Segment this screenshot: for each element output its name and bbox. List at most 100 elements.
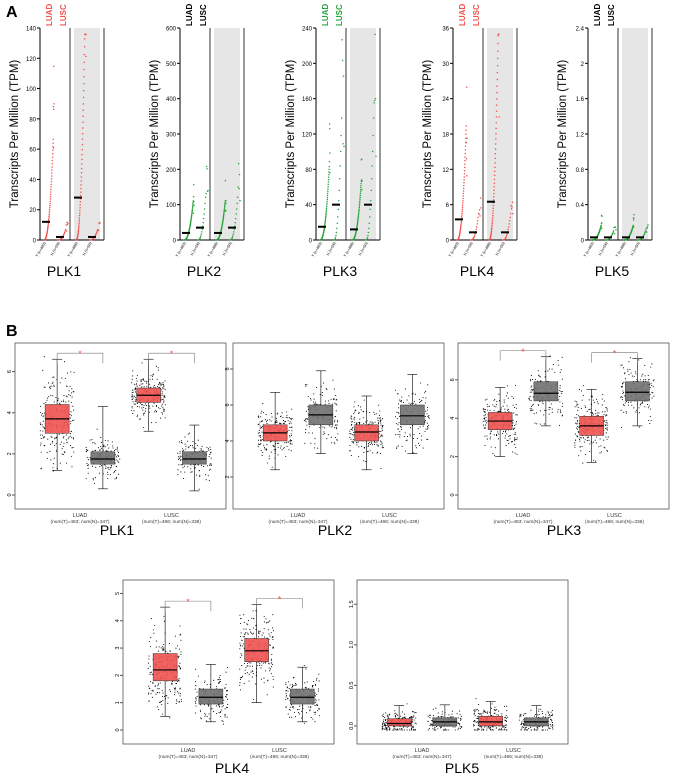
data-point: [159, 386, 161, 388]
data-point: [249, 629, 251, 631]
tpm-point: [49, 200, 51, 202]
data-point: [299, 705, 301, 707]
tpm-point: [50, 183, 52, 186]
tpm-point: [326, 196, 329, 199]
data-point: [412, 393, 414, 395]
data-point: [180, 459, 182, 461]
data-point: [335, 424, 337, 426]
data-point: [141, 362, 143, 364]
data-point: [577, 436, 579, 438]
data-point: [447, 729, 449, 731]
data-point: [208, 479, 210, 481]
data-point: [271, 654, 273, 656]
tpm-point: [361, 180, 363, 182]
data-point: [218, 679, 220, 681]
data-point: [418, 444, 421, 446]
data-point: [91, 465, 94, 467]
data-point: [287, 690, 289, 692]
data-point: [259, 421, 261, 423]
tpm-point: [191, 209, 194, 212]
y-tick-label: 2: [7, 452, 13, 455]
data-point: [273, 449, 275, 451]
data-point: [109, 467, 112, 469]
y-tick-label: 100: [166, 203, 177, 209]
data-point: [349, 436, 351, 439]
data-point: [336, 404, 338, 406]
data-point: [410, 402, 412, 404]
data-point: [318, 715, 320, 717]
tpm-point: [222, 215, 225, 217]
tpm-point: [372, 117, 375, 119]
tpm-point: [495, 110, 498, 112]
data-point: [153, 386, 155, 388]
data-point: [403, 436, 405, 438]
data-point: [411, 722, 413, 724]
data-point: [177, 691, 179, 693]
data-point: [543, 414, 545, 416]
data-point: [307, 413, 309, 415]
data-point: [140, 407, 143, 409]
data-point: [50, 394, 52, 396]
data-point: [136, 375, 138, 377]
data-point: [314, 437, 316, 440]
tpm-point: [375, 155, 377, 157]
tpm-point: [79, 206, 81, 209]
data-point: [58, 402, 60, 404]
data-point: [428, 424, 430, 426]
data-point: [57, 399, 59, 402]
data-point: [589, 443, 591, 445]
data-point: [319, 393, 321, 395]
y-tick-label: 6: [225, 403, 231, 406]
data-point: [155, 410, 157, 413]
tpm-point: [462, 192, 465, 195]
data-point: [582, 385, 584, 387]
data-point: [269, 620, 271, 622]
data-point: [201, 445, 203, 447]
data-point: [215, 705, 217, 707]
data-point: [47, 382, 50, 384]
tpm-point: [359, 200, 361, 202]
data-point: [336, 399, 338, 401]
data-point: [629, 357, 631, 359]
data-point: [530, 406, 533, 408]
data-point: [502, 726, 504, 728]
data-point: [490, 446, 492, 448]
y-tick-label: 600: [166, 27, 177, 33]
data-point: [322, 433, 324, 435]
data-point: [291, 408, 293, 410]
data-point: [161, 646, 164, 648]
data-point: [257, 630, 260, 632]
data-point: [94, 443, 96, 445]
tpm-point: [463, 166, 466, 169]
data-point: [605, 422, 607, 424]
data-point: [49, 386, 51, 388]
tpm-point: [80, 184, 82, 186]
data-point: [382, 722, 384, 724]
data-point: [258, 423, 260, 425]
data-point: [479, 713, 481, 715]
data-point: [247, 662, 249, 665]
data-point: [208, 455, 210, 458]
data-point: [550, 714, 552, 716]
data-point: [622, 404, 625, 406]
data-point: [551, 709, 553, 712]
data-point: [278, 442, 280, 444]
data-point: [268, 667, 270, 669]
stage-label: T (n=486): [615, 241, 627, 258]
data-point: [134, 400, 136, 403]
data-point: [263, 446, 265, 449]
data-point: [270, 451, 272, 453]
data-point: [481, 714, 483, 716]
data-point: [474, 729, 476, 731]
data-point: [180, 667, 182, 669]
data-point: [500, 409, 502, 411]
data-point: [503, 401, 505, 403]
tpm-point: [192, 212, 195, 214]
data-point: [561, 378, 563, 380]
tpm-point: [233, 231, 235, 233]
data-point: [160, 383, 162, 385]
data-point: [206, 446, 208, 448]
normal-box: [625, 381, 650, 402]
